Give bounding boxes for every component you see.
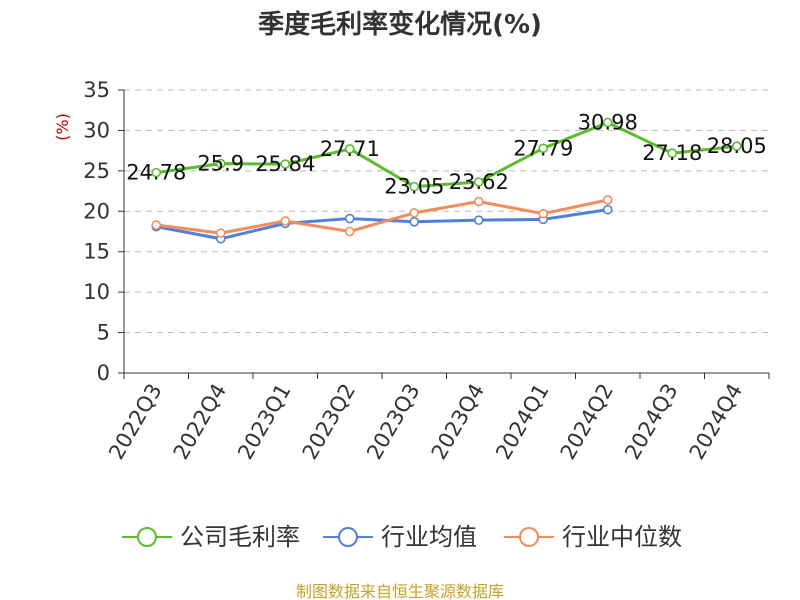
legend-label: 公司毛利率 [180, 523, 300, 551]
legend-marker [519, 527, 539, 547]
legend: 公司毛利率 行业均值 行业中位数 [122, 523, 682, 551]
data-point [151, 167, 162, 178]
data-label: 27.71 [320, 137, 380, 161]
y-tick-label: 15 [83, 240, 110, 264]
data-point [538, 208, 549, 219]
data-label: 27.18 [642, 141, 702, 165]
legend-label: 行业均值 [381, 523, 477, 551]
data-point [409, 208, 420, 218]
y-tick-label: 30 [83, 118, 110, 142]
series-line-2 [156, 198, 609, 235]
data-label: 23.05 [384, 175, 444, 199]
data-label: 27.79 [513, 136, 573, 160]
data-point [344, 144, 355, 154]
chart-title: 季度毛利率变化情况(%) [258, 9, 542, 40]
legend-item-0: 公司毛利率 [122, 523, 300, 551]
legend-marker [137, 527, 157, 547]
data-point [731, 141, 742, 151]
data-point [667, 148, 678, 159]
data-label: 30.98 [578, 111, 638, 135]
data-point [215, 158, 226, 169]
data-point [538, 143, 549, 154]
data-point [215, 228, 226, 238]
legend-item-1: 行业均值 [323, 523, 477, 551]
source-note: 制图数据来自恒生聚源数据库 [296, 582, 504, 600]
series-line-1 [155, 208, 608, 241]
data-point [473, 177, 484, 187]
series [151, 117, 742, 244]
data-point [602, 117, 613, 128]
x-tick-label: 2022Q3 [104, 380, 166, 464]
data-point [409, 181, 420, 192]
legend-marker [338, 527, 358, 547]
legend-label: 行业中位数 [562, 523, 682, 551]
data-point [151, 220, 162, 230]
data-label: 25.9 [197, 152, 244, 176]
y-tick-label: 5 [97, 321, 110, 345]
data-point [473, 215, 484, 225]
data-label: 25.84 [255, 152, 315, 176]
data-point [409, 216, 420, 227]
data-point [280, 159, 291, 169]
legend-item-2: 行业中位数 [504, 523, 682, 551]
data-point [280, 216, 291, 226]
data-point [344, 226, 355, 237]
x-tick-label: 2023Q1 [233, 380, 295, 464]
y-tick-label: 0 [97, 361, 110, 385]
data-point [473, 196, 484, 207]
y-tick-label: 10 [83, 280, 110, 304]
x-tick-label: 2024Q4 [685, 380, 747, 464]
data-point [602, 195, 613, 205]
y-tick-label: 20 [83, 199, 110, 223]
gridlines [124, 89, 769, 334]
y-axis-label: (%) [53, 113, 72, 141]
x-tick-label: 2024Q2 [556, 380, 618, 464]
x-tick-label: 2022Q4 [169, 380, 231, 464]
x-tick-label: 2024Q3 [620, 380, 682, 464]
data-label: 28.05 [707, 134, 767, 158]
x-tick-label: 2023Q4 [427, 380, 489, 464]
data-point [602, 204, 613, 215]
x-tick-label: 2024Q1 [491, 380, 553, 464]
y-tick-label: 25 [83, 159, 110, 183]
y-tick-label: 35 [83, 78, 110, 102]
data-point [344, 213, 355, 224]
x-tick-label: 2023Q3 [362, 380, 424, 464]
x-tick-label: 2023Q2 [298, 380, 360, 464]
series-line-0 [156, 121, 737, 189]
data-label: 23.62 [449, 170, 509, 194]
data-label: 24.78 [126, 161, 186, 185]
